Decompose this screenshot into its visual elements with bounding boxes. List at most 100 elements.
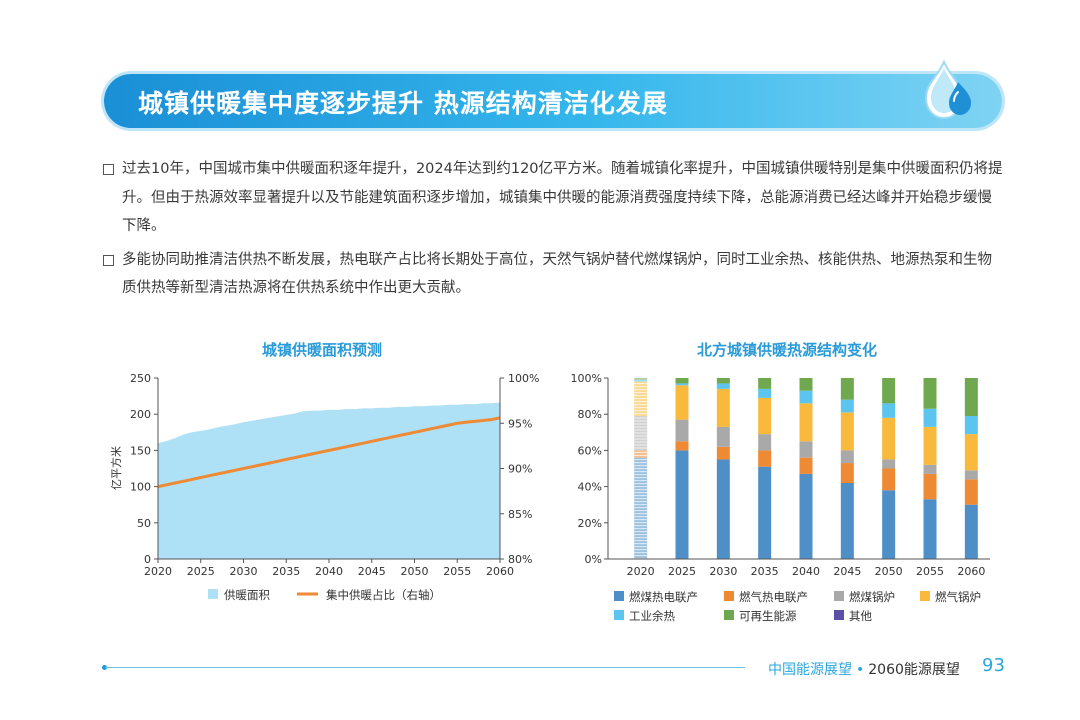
y2-tick-label: 95% [508, 417, 532, 430]
legend-label-3: 燃气锅炉 [935, 590, 981, 604]
bar-segment-2050-2 [882, 459, 896, 469]
bar-segment-2035-3 [758, 397, 772, 435]
legend-label-central-share: 集中供暖占比（右轴） [326, 588, 441, 602]
bar-segment-2040-5 [799, 378, 813, 391]
legend-label-0: 燃煤热电联产 [629, 590, 698, 604]
bar-segment-2040-2 [799, 441, 813, 458]
y-tick-label: 0 [144, 553, 151, 566]
bar-segment-2045-1 [840, 463, 854, 483]
x-tick-label: 2020 [144, 565, 172, 578]
bar-segment-2035-2 [758, 434, 772, 451]
bar-segment-2030-3 [716, 388, 730, 427]
bar-segment-2045-3 [840, 412, 854, 451]
bar-segment-2050-3 [882, 417, 896, 460]
bar-segment-2040-1 [799, 457, 813, 474]
y2-tick-label: 100% [508, 372, 539, 385]
bar-segment-2025-5 [675, 378, 689, 384]
y-tick-label: 0% [585, 553, 602, 566]
x-tick-label: 2030 [709, 565, 737, 578]
x-tick-label: 2060 [486, 565, 514, 578]
bar-segment-2055-3 [923, 426, 937, 465]
bar-segment-2060-0 [964, 504, 978, 559]
bar-segment-2045-4 [840, 399, 854, 413]
bullet-item: 过去10年，中国城市集中供暖面积逐年提升，2024年达到约120亿平方米。随着城… [100, 155, 1005, 241]
x-tick-label: 2050 [401, 565, 429, 578]
y-tick-label: 100% [571, 372, 602, 385]
x-tick-label: 2020 [627, 565, 655, 578]
bullet-square-icon [103, 164, 114, 175]
bar-segment-2035-4 [758, 388, 772, 398]
x-tick-label: 2040 [792, 565, 820, 578]
bar-segment-2060-2 [964, 470, 978, 480]
chart-title-heating-area: 城镇供暖面积预测 [262, 341, 383, 359]
x-tick-label: 2050 [875, 565, 903, 578]
x-tick-label: 2025 [187, 565, 215, 578]
legend-label-heating-area: 供暖面积 [224, 588, 270, 602]
bar-segment-2060-4 [964, 416, 978, 435]
legend-label-5: 可再生能源 [739, 609, 797, 623]
bar-segment-2040-0 [799, 473, 813, 559]
bar-segment-2055-1 [923, 473, 937, 500]
x-tick-label: 2055 [443, 565, 471, 578]
bar-segment-2025-4 [675, 383, 689, 386]
bar-segment-2055-5 [923, 378, 937, 409]
legend-label-2: 燃煤锅炉 [849, 590, 895, 604]
bullet-text: 过去10年，中国城市集中供暖面积逐年提升，2024年达到约120亿平方米。随着城… [122, 161, 1003, 234]
bar-segment-2045-0 [840, 482, 854, 559]
y-tick-label: 40% [578, 481, 602, 494]
bar-segment-2035-1 [758, 450, 772, 467]
bar-segment-2055-2 [923, 464, 937, 474]
legend-swatch-5 [724, 610, 734, 620]
y-tick-label: 80% [578, 408, 602, 421]
bar-segment-2040-3 [799, 403, 813, 442]
legend-swatch-1 [724, 591, 734, 601]
x-tick-label: 2035 [272, 565, 300, 578]
legend-swatch-4 [614, 610, 624, 620]
bar-segment-2020-4 [634, 379, 648, 382]
bar-segment-2035-5 [758, 378, 772, 389]
x-tick-label: 2060 [957, 565, 985, 578]
page-number: 93 [982, 655, 1005, 676]
x-tick-label: 2055 [916, 565, 944, 578]
x-tick-label: 2030 [230, 565, 258, 578]
legend-label-1: 燃气热电联产 [739, 590, 808, 604]
y-tick-label: 60% [578, 444, 602, 457]
y-tick-label: 100 [130, 481, 151, 494]
bar-segment-2060-5 [964, 378, 978, 417]
y-tick-label: 250 [130, 372, 151, 385]
y-tick-label: 150 [130, 444, 151, 457]
legend-label-4: 工业余热 [629, 609, 675, 623]
area-series-heating-area [158, 402, 500, 559]
bar-segment-2020-5 [634, 378, 648, 380]
footer-caption: 中国能源展望 • 2060能源展望 [768, 659, 960, 679]
footer-separator: • [856, 662, 865, 678]
bar-segment-2025-3 [675, 385, 689, 420]
bar-segment-2050-0 [882, 490, 896, 559]
water-drop-icon [924, 59, 971, 120]
footer-rule [105, 667, 745, 668]
header-banner: 城镇供暖集中度逐步提升 热源结构清洁化发展 [104, 74, 1002, 128]
bullet-square-icon [103, 254, 114, 266]
chart-title-heat-source: 北方城镇供暖热源结构变化 [697, 341, 878, 359]
legend-swatch-6 [834, 610, 844, 620]
bullet-item: 多能协同助推清洁供热不断发展，热电联产占比将长期处于高位，天然气锅炉替代燃煤锅炉… [100, 246, 1005, 303]
bullet-text: 多能协同助推清洁供热不断发展，热电联产占比将长期处于高位，天然气锅炉替代燃煤锅炉… [122, 251, 992, 297]
bar-segment-2050-5 [882, 378, 896, 404]
page-title: 城镇供暖集中度逐步提升 热源结构清洁化发展 [138, 89, 668, 118]
bar-segment-2060-3 [964, 434, 978, 471]
bar-segment-2020-1 [634, 450, 648, 458]
bar-segment-2025-1 [675, 441, 689, 451]
footer-dot [102, 665, 107, 670]
y2-tick-label: 85% [508, 508, 532, 521]
y-tick-label: 50 [137, 517, 151, 530]
x-tick-label: 2040 [315, 565, 343, 578]
bar-segment-2040-4 [799, 390, 813, 404]
line-series-central-heating-share [157, 416, 501, 489]
bar-segment-2055-4 [923, 408, 937, 427]
x-tick-label: 2045 [358, 565, 386, 578]
bar-segment-2035-0 [758, 466, 772, 559]
legend-swatch-2 [834, 591, 844, 601]
heat-source-chart: 2020 2025 2030 2035 2040 2045 2050 2055 2060 0% 20… [571, 372, 990, 623]
legend-label-6: 其他 [849, 609, 872, 623]
bullet-list: 过去10年，中国城市集中供暖面积逐年提升，2024年达到约120亿平方米。随着城… [100, 155, 1005, 308]
